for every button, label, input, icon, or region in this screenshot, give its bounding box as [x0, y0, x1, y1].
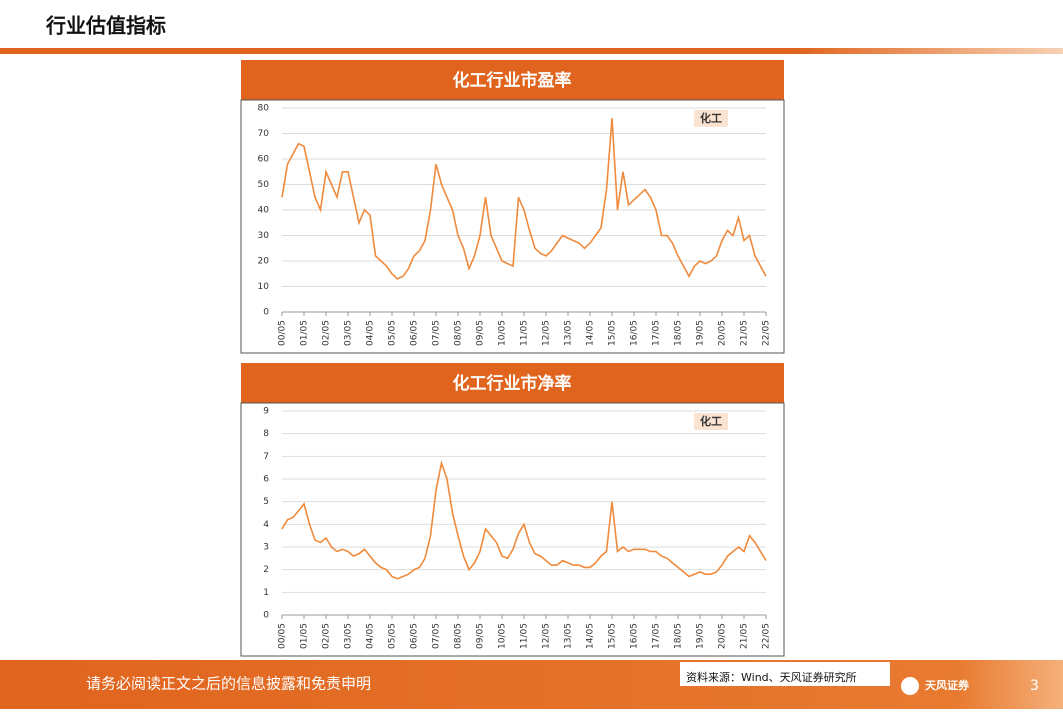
- x-tick-label: 01/05: [300, 623, 310, 649]
- line: [281, 460, 767, 580]
- x-tick-label: 05/05: [388, 320, 398, 346]
- y-tick-label: 40: [258, 206, 270, 216]
- x-tick-label: 08/05: [454, 623, 464, 649]
- legend-label: 化工: [700, 414, 722, 428]
- y-tick-label: 5: [263, 497, 269, 507]
- y-tick-label: 2: [263, 565, 269, 575]
- chart-frame: [240, 99, 785, 354]
- x-tick-label: 11/05: [520, 623, 530, 649]
- y-tick-label: 7: [263, 452, 269, 462]
- x-tick-label: 08/05: [454, 320, 464, 346]
- x-tick-label: 12/05: [542, 320, 552, 346]
- x-tick-label: 16/05: [630, 623, 640, 649]
- x-tick-label: 00/05: [278, 320, 288, 346]
- x-tick-label: 21/05: [740, 623, 750, 649]
- y-tick-label: 50: [258, 180, 270, 190]
- legend-label: 化工: [700, 111, 722, 125]
- y-tick-label: 0: [263, 611, 269, 621]
- x-tick-label: 02/05: [322, 623, 332, 649]
- y-tick-label: 8: [263, 429, 269, 439]
- x-tick-label: 02/05: [322, 320, 332, 346]
- x-tick-label: 13/05: [564, 623, 574, 649]
- x-tick-label: 18/05: [674, 320, 684, 346]
- x-tick-label: 19/05: [696, 320, 706, 346]
- x-tick-label: 04/05: [366, 623, 376, 649]
- x-tick-label: 05/05: [388, 623, 398, 649]
- logo: 天风证券: [925, 678, 970, 692]
- y-tick-label: 10: [258, 282, 270, 292]
- x-tick-label: 09/05: [476, 320, 486, 346]
- x-tick-label: 10/05: [498, 623, 508, 649]
- y-tick-label: 60: [258, 155, 270, 165]
- title-band: [241, 60, 784, 100]
- x-tick-label: 12/05: [542, 623, 552, 649]
- page-title: 行业估值指标: [45, 14, 166, 38]
- x-tick-label: 18/05: [674, 623, 684, 649]
- x-tick-label: 03/05: [344, 623, 354, 649]
- y-tick-label: 70: [258, 129, 270, 139]
- y-tick-label: 30: [258, 231, 270, 241]
- x-tick-label: 15/05: [608, 623, 618, 649]
- logo-icon: [901, 677, 919, 695]
- x-tick-label: 07/05: [432, 623, 442, 649]
- x-tick-label: 01/05: [300, 320, 310, 346]
- x-tick-label: 17/05: [652, 623, 662, 649]
- x-tick-label: 20/05: [718, 320, 728, 346]
- y-tick-label: 3: [263, 543, 269, 553]
- line: [281, 118, 767, 280]
- page-number: 3: [1030, 678, 1039, 694]
- source: 资料来源：Wind、天风证券研究所: [686, 670, 857, 684]
- x-tick-label: 11/05: [520, 320, 530, 346]
- x-tick-label: 22/05: [762, 623, 772, 649]
- y-tick-label: 4: [263, 520, 269, 530]
- x-tick-label: 10/05: [498, 320, 508, 346]
- legend-box: [694, 110, 728, 127]
- source-bg: [680, 662, 890, 686]
- y-tick-label: 20: [258, 257, 270, 267]
- x-tick-label: 04/05: [366, 320, 376, 346]
- y-tick-label: 9: [263, 407, 269, 417]
- x-tick-label: 14/05: [586, 623, 596, 649]
- x-tick-label: 20/05: [718, 623, 728, 649]
- legend-box: [694, 413, 728, 430]
- x-tick-label: 17/05: [652, 320, 662, 346]
- x-tick-label: 22/05: [762, 320, 772, 346]
- chart-frame: [240, 402, 785, 657]
- x-tick-label: 03/05: [344, 320, 354, 346]
- title-band: [241, 363, 784, 403]
- y-tick-label: 0: [263, 308, 269, 318]
- y-tick-label: 1: [263, 588, 269, 598]
- x-tick-label: 14/05: [586, 320, 596, 346]
- y-tick-label: 6: [263, 475, 269, 485]
- x-tick-label: 13/05: [564, 320, 574, 346]
- x-tick-label: 09/05: [476, 623, 486, 649]
- x-tick-label: 19/05: [696, 623, 706, 649]
- x-tick-label: 06/05: [410, 623, 420, 649]
- x-tick-label: 21/05: [740, 320, 750, 346]
- x-tick-label: 06/05: [410, 320, 420, 346]
- x-tick-label: 07/05: [432, 320, 442, 346]
- disclaimer: 请务必阅读正文之后的信息披露和免责申明: [86, 675, 371, 693]
- header-bar: [0, 48, 1063, 54]
- chart-title: 化工行业市净率: [453, 373, 572, 394]
- y-tick-label: 80: [258, 104, 270, 114]
- x-tick-label: 15/05: [608, 320, 618, 346]
- chart-title: 化工行业市盈率: [453, 70, 572, 91]
- x-tick-label: 16/05: [630, 320, 640, 346]
- x-tick-label: 00/05: [278, 623, 288, 649]
